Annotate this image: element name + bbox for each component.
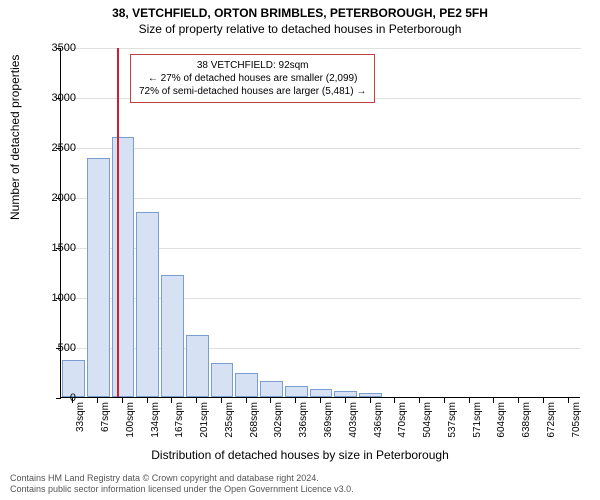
ytick-label: 0 [36,392,76,404]
xtick-label: 705sqm [571,402,582,438]
chart-container: 38, VETCHFIELD, ORTON BRIMBLES, PETERBOR… [0,0,600,500]
xtick-label: 638sqm [521,402,532,438]
xtick-mark [345,398,346,403]
xtick-mark [97,398,98,403]
xtick-label: 201sqm [199,402,210,438]
chart-subtitle: Size of property relative to detached ho… [0,20,600,36]
ytick-label: 2000 [36,192,76,204]
xtick-mark [493,398,494,403]
xtick-mark [295,398,296,403]
histogram-bar [112,137,135,397]
histogram-bar [235,373,258,397]
xtick-mark [469,398,470,403]
histogram-bar [359,393,382,397]
chart-title: 38, VETCHFIELD, ORTON BRIMBLES, PETERBOR… [0,0,600,20]
xtick-label: 537sqm [447,402,458,438]
xtick-label: 672sqm [546,402,557,438]
histogram-bar [310,389,333,397]
ytick-label: 2500 [36,142,76,154]
xtick-mark [320,398,321,403]
xtick-label: 336sqm [298,402,309,438]
histogram-bar [285,386,308,397]
histogram-bar [334,391,357,397]
xtick-label: 268sqm [249,402,260,438]
xtick-mark [221,398,222,403]
histogram-bar [260,381,283,397]
xtick-label: 33sqm [75,402,86,432]
xtick-mark [568,398,569,403]
xtick-mark [196,398,197,403]
xtick-label: 302sqm [273,402,284,438]
gridline [61,48,581,49]
annotation-line: 38 VETCHFIELD: 92sqm [139,59,366,72]
xtick-mark [246,398,247,403]
xtick-mark [147,398,148,403]
xtick-label: 167sqm [174,402,185,438]
ytick-label: 1000 [36,292,76,304]
histogram-bar [211,363,234,397]
xtick-label: 67sqm [100,402,111,432]
annotation-line: ← 27% of detached houses are smaller (2,… [139,72,366,85]
gridline [61,198,581,199]
footer-attribution: Contains HM Land Registry data © Crown c… [10,473,590,496]
xtick-mark [419,398,420,403]
xtick-label: 470sqm [397,402,408,438]
ytick-label: 3500 [36,42,76,54]
xtick-label: 571sqm [472,402,483,438]
x-axis-label: Distribution of detached houses by size … [0,448,600,462]
ytick-label: 500 [36,342,76,354]
xtick-mark [270,398,271,403]
ytick-label: 1500 [36,242,76,254]
property-marker-line [117,48,119,397]
annotation-line: 72% of semi-detached houses are larger (… [139,85,366,98]
property-annotation: 38 VETCHFIELD: 92sqm ← 27% of detached h… [130,54,375,103]
gridline [61,148,581,149]
xtick-mark [518,398,519,403]
xtick-mark [543,398,544,403]
histogram-bar [161,275,184,397]
xtick-label: 235sqm [224,402,235,438]
ytick-label: 3000 [36,92,76,104]
xtick-label: 134sqm [150,402,161,438]
footer-line: Contains public sector information licen… [10,484,590,496]
footer-line: Contains HM Land Registry data © Crown c… [10,473,590,485]
xtick-mark [394,398,395,403]
xtick-label: 504sqm [422,402,433,438]
xtick-mark [444,398,445,403]
xtick-mark [171,398,172,403]
xtick-label: 100sqm [125,402,136,438]
xtick-label: 604sqm [496,402,507,438]
histogram-bar [186,335,209,397]
histogram-bar [136,212,159,397]
xtick-mark [370,398,371,403]
xtick-label: 403sqm [348,402,359,438]
xtick-label: 369sqm [323,402,334,438]
histogram-bar [87,158,110,397]
plot-area: 38 VETCHFIELD: 92sqm ← 27% of detached h… [60,48,580,398]
y-axis-label: Number of detached properties [8,55,22,220]
xtick-label: 436sqm [373,402,384,438]
xtick-mark [122,398,123,403]
